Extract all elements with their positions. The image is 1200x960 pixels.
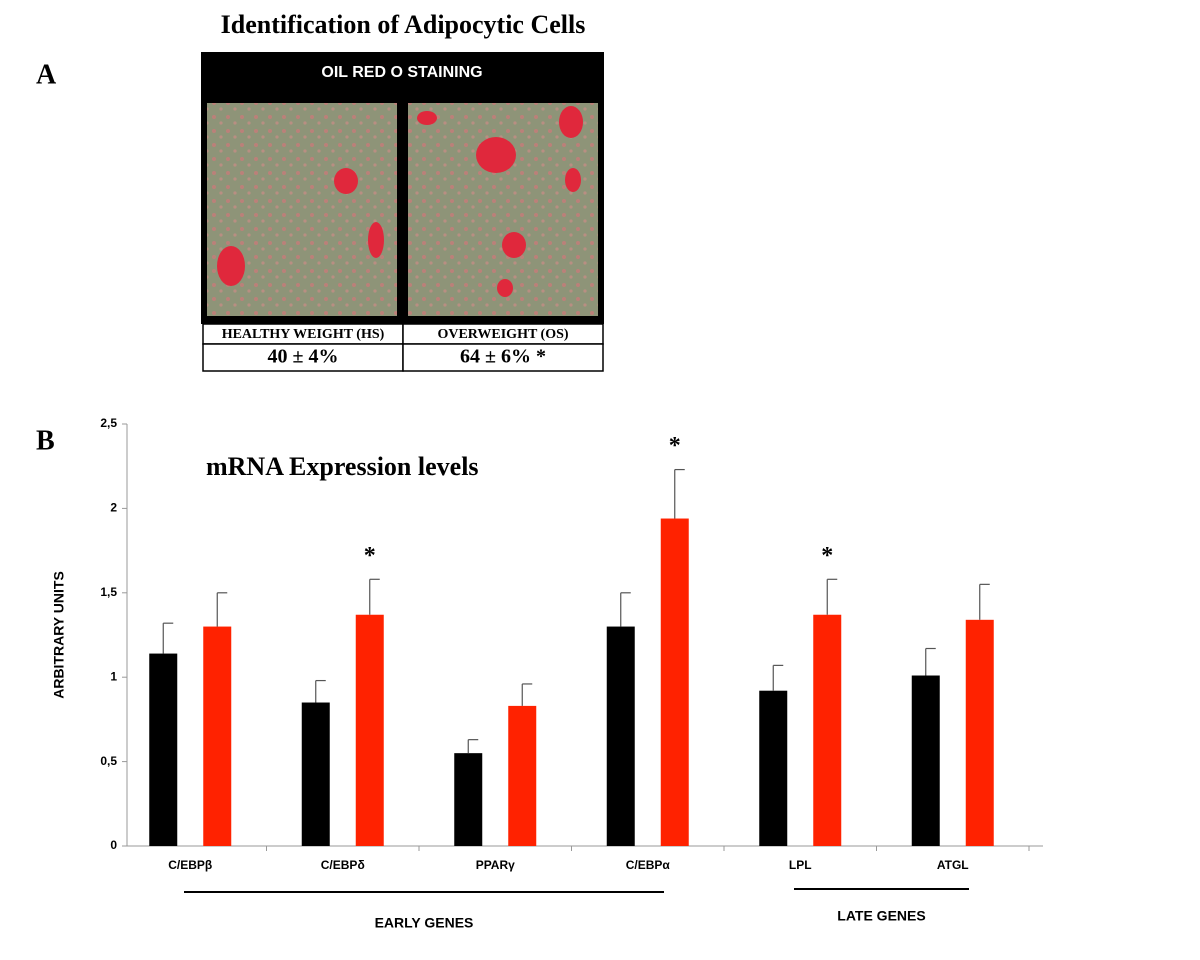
- significance-mark: *: [821, 543, 833, 569]
- x-tick-label: LPL: [789, 858, 812, 872]
- table-grid: [202, 323, 604, 372]
- y-tick-label: 2: [110, 501, 117, 515]
- bar: [301, 702, 330, 846]
- table-header: OVERWEIGHT (OS): [437, 327, 568, 342]
- bar: [508, 705, 537, 846]
- x-tick-label: C/EBPα: [626, 858, 671, 872]
- y-tick-label: 0: [110, 838, 117, 852]
- header-text: OIL RED O STAINING: [321, 64, 482, 81]
- y-axis-label: ARBITRARY UNITS: [51, 571, 67, 699]
- panel-label: A: [36, 59, 57, 90]
- x-tick-label: C/EBPδ: [321, 858, 365, 872]
- x-tick-label: ATGL: [937, 858, 969, 872]
- bar: [965, 619, 994, 846]
- chart-title: mRNA Expression levels: [206, 452, 479, 481]
- table-header: HEALTHY WEIGHT (HS): [222, 327, 385, 342]
- table-cell: 40 ± 4%: [268, 346, 339, 368]
- bar: [149, 653, 178, 846]
- y-tick-label: 0,5: [100, 754, 117, 768]
- y-tick-label: 1,5: [100, 585, 117, 599]
- table-cell: 64 ± 6% *: [460, 346, 546, 368]
- panel-title: Identification of Adipocytic Cells: [221, 10, 586, 39]
- x-tick-label: C/EBPβ: [168, 858, 212, 872]
- bar: [660, 518, 689, 846]
- bar: [606, 626, 635, 846]
- bar: [355, 614, 384, 846]
- bar: [203, 626, 232, 846]
- group-label: EARLY GENES: [375, 915, 474, 931]
- significance-mark: *: [364, 543, 376, 569]
- y-tick-label: 1: [110, 669, 117, 683]
- panel-label: B: [36, 425, 55, 456]
- significance-mark: *: [669, 433, 681, 459]
- lipid-droplets: [217, 106, 583, 297]
- bar: [759, 690, 788, 846]
- x-tick-label: PPARγ: [476, 858, 515, 872]
- y-tick-label: 2,5: [100, 416, 117, 430]
- bar: [813, 614, 842, 846]
- bar: [911, 675, 940, 846]
- header-bar: [201, 52, 604, 100]
- group-label: LATE GENES: [837, 908, 925, 924]
- bar: [454, 753, 483, 846]
